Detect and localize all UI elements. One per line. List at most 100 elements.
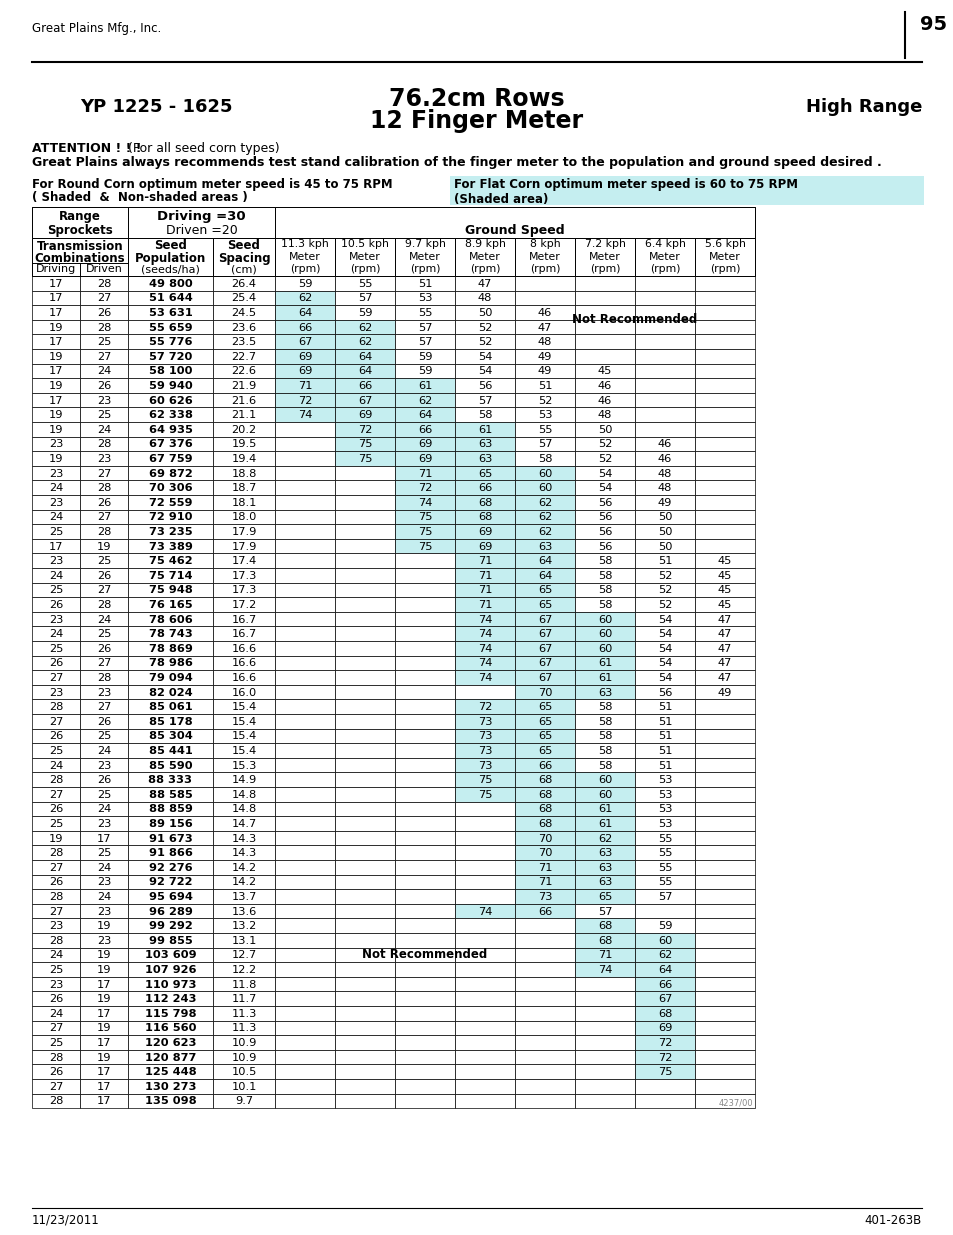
Text: 72: 72: [658, 1052, 672, 1062]
Bar: [515, 714, 575, 729]
Text: 64 935: 64 935: [149, 425, 193, 435]
Bar: [515, 758, 575, 772]
Bar: [515, 802, 575, 816]
Text: 24: 24: [97, 746, 111, 756]
Bar: [395, 320, 455, 335]
Bar: [128, 656, 213, 671]
Text: Combinations: Combinations: [34, 252, 125, 266]
Bar: [455, 466, 515, 480]
Bar: [455, 320, 515, 335]
Bar: [80, 451, 128, 466]
Bar: [80, 568, 128, 583]
Text: 66: 66: [658, 979, 672, 989]
Bar: [32, 758, 80, 772]
Text: 62: 62: [598, 834, 612, 844]
Text: 48: 48: [537, 337, 552, 347]
Text: 62: 62: [658, 951, 672, 961]
Text: 56: 56: [477, 382, 492, 391]
Text: 62 338: 62 338: [149, 410, 193, 420]
Text: 27: 27: [49, 790, 63, 800]
Bar: [395, 1094, 455, 1108]
Text: 49: 49: [658, 498, 672, 508]
Text: 23: 23: [49, 498, 63, 508]
Bar: [32, 714, 80, 729]
Bar: [335, 598, 395, 611]
Bar: [635, 743, 695, 758]
Text: (rpm): (rpm): [589, 264, 619, 274]
Bar: [128, 207, 274, 238]
Bar: [695, 699, 754, 714]
Bar: [395, 378, 455, 393]
Text: 13.7: 13.7: [231, 892, 256, 902]
Bar: [213, 1020, 274, 1035]
Bar: [515, 932, 575, 947]
Bar: [80, 874, 128, 889]
Bar: [395, 1020, 455, 1035]
Text: 85 441: 85 441: [149, 746, 193, 756]
Bar: [335, 238, 395, 275]
Bar: [635, 802, 695, 816]
Text: 65: 65: [537, 716, 552, 727]
Text: Meter: Meter: [648, 252, 680, 262]
Text: 23: 23: [49, 440, 63, 450]
Bar: [575, 947, 635, 962]
Text: 27: 27: [49, 906, 63, 916]
Bar: [128, 947, 213, 962]
Text: 62: 62: [537, 527, 552, 537]
Bar: [80, 598, 128, 611]
Bar: [455, 583, 515, 598]
Text: 10.1: 10.1: [231, 1082, 256, 1092]
Text: 45: 45: [598, 367, 612, 377]
Bar: [128, 466, 213, 480]
Text: 16.0: 16.0: [232, 688, 256, 698]
Bar: [128, 583, 213, 598]
Bar: [635, 598, 695, 611]
Text: 25: 25: [96, 790, 112, 800]
Bar: [213, 393, 274, 408]
Text: 61: 61: [598, 804, 612, 814]
Bar: [635, 684, 695, 699]
Bar: [515, 611, 575, 626]
Bar: [575, 378, 635, 393]
Bar: [32, 290, 80, 305]
Bar: [274, 611, 335, 626]
Bar: [32, 538, 80, 553]
Bar: [213, 495, 274, 510]
Text: Sprockets: Sprockets: [47, 224, 112, 237]
Bar: [635, 758, 695, 772]
Text: 56: 56: [598, 513, 612, 522]
Bar: [455, 451, 515, 466]
Text: 76.2cm Rows: 76.2cm Rows: [389, 86, 564, 111]
Text: 56: 56: [598, 527, 612, 537]
Bar: [635, 1079, 695, 1094]
Bar: [395, 480, 455, 495]
Bar: [80, 729, 128, 743]
Text: (rpm): (rpm): [410, 264, 439, 274]
Text: 66: 66: [357, 382, 372, 391]
Text: 47: 47: [717, 658, 731, 668]
Text: 56: 56: [598, 542, 612, 552]
Bar: [213, 305, 274, 320]
Text: 88 333: 88 333: [149, 776, 193, 785]
Text: Driven: Driven: [86, 264, 122, 274]
Bar: [213, 524, 274, 538]
Bar: [32, 904, 80, 919]
Bar: [335, 350, 395, 363]
Text: 64: 64: [658, 965, 672, 974]
Bar: [213, 1079, 274, 1094]
Text: 15.4: 15.4: [232, 731, 256, 741]
Bar: [335, 758, 395, 772]
Bar: [635, 860, 695, 874]
Text: 135 098: 135 098: [145, 1097, 196, 1107]
Bar: [635, 641, 695, 656]
Bar: [695, 758, 754, 772]
Bar: [695, 510, 754, 524]
Bar: [515, 598, 575, 611]
Bar: [80, 1094, 128, 1108]
Text: 26: 26: [97, 308, 111, 317]
Text: 18.7: 18.7: [231, 483, 256, 493]
Bar: [455, 962, 515, 977]
Bar: [575, 408, 635, 422]
Bar: [575, 932, 635, 947]
Bar: [515, 451, 575, 466]
